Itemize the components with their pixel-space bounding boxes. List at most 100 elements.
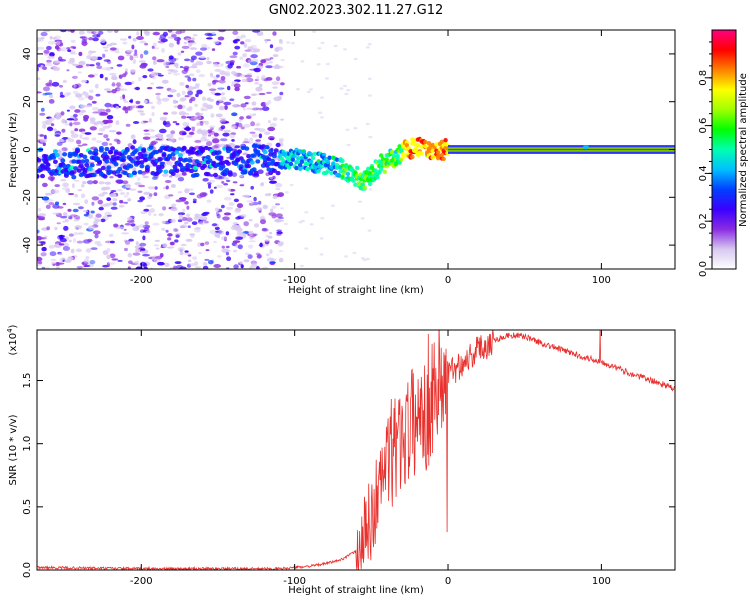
ridge-cell: [423, 139, 428, 145]
heatmap-cell: [194, 261, 199, 266]
ridge-cell: [382, 169, 387, 174]
ridge-cell: [286, 157, 292, 163]
heatmap-cell: [165, 62, 171, 66]
heatmap-cell: [175, 66, 179, 69]
heatmap-cell: [37, 64, 40, 68]
heatmap-cell: [278, 257, 284, 263]
snr-panel: -200 -100 0 100 0.0 0.5 1.0 1.5 Height of strai…: [6, 324, 676, 596]
heatmap-cell: [73, 231, 78, 236]
heatmap-cell: [142, 120, 149, 123]
heatmap-cell: [325, 62, 330, 66]
heatmap-cell: [192, 63, 197, 68]
heatmap-cell: [274, 47, 280, 52]
heatmap-cell: [360, 257, 365, 260]
heatmap-cell: [41, 196, 50, 201]
heatmap-cell: [216, 235, 221, 238]
heatmap-cell: [45, 266, 50, 269]
heatmap-cell: [232, 30, 239, 35]
heatmap-cell: [247, 59, 254, 63]
heatmap-cell: [194, 103, 198, 108]
heatmap-cell: [111, 76, 118, 81]
heatmap-cell: [135, 241, 139, 246]
heatmap-cell: [161, 227, 166, 231]
heatmap-cell: [124, 68, 128, 72]
heatmap-cell: [254, 124, 259, 127]
heatmap-cell: [60, 179, 67, 182]
heatmap-cell: [109, 176, 114, 179]
heatmap-cell: [45, 204, 51, 209]
ridge-cell: [148, 145, 154, 150]
heatmap-cell: [192, 34, 198, 37]
heatmap-cell: [224, 105, 228, 110]
colorbar-bar: [712, 30, 736, 269]
heatmap-cell: [151, 45, 155, 49]
heatmap-cell: [233, 264, 239, 269]
heatmap-cell: [269, 122, 277, 128]
heatmap-cell: [232, 224, 241, 230]
heatmap-cell: [75, 248, 82, 253]
heatmap-cell: [203, 211, 210, 215]
heatmap-cell: [198, 74, 206, 78]
heatmap-cell: [66, 109, 70, 112]
heatmap-cell: [275, 213, 283, 218]
heatmap-cell: [74, 128, 79, 132]
x-tick-label: 0: [445, 576, 451, 587]
ridge-cell: [290, 157, 295, 162]
heatmap-cell: [140, 53, 144, 59]
heatmap-cell: [37, 260, 43, 265]
heatmap-cell: [207, 97, 212, 101]
heatmap-cell: [42, 182, 48, 188]
heatmap-cell: [166, 121, 170, 125]
heatmap-cell: [102, 250, 109, 256]
heatmap-cell: [135, 248, 141, 253]
heatmap-cell: [116, 189, 123, 192]
heatmap-cell: [261, 228, 269, 232]
y-tick-label: 20: [22, 95, 33, 108]
heatmap-cell: [134, 49, 138, 55]
y-tick-label: 0.5: [22, 499, 33, 515]
heatmap-cell: [144, 42, 149, 46]
heatmap-cell: [39, 134, 44, 137]
ridge-cell: [320, 164, 325, 169]
ridge-cell: [325, 159, 330, 165]
heatmap-cell: [213, 132, 219, 137]
ridge-cell: [113, 151, 119, 156]
heatmap-cell: [254, 78, 259, 82]
ridge-cell: [321, 152, 327, 158]
heatmap-cell: [188, 131, 195, 135]
heatmap-cell: [185, 238, 193, 242]
heatmap-cell: [104, 181, 111, 185]
heatmap-cell: [78, 128, 86, 133]
heatmap-cell: [83, 265, 91, 267]
ridge-cell: [100, 165, 106, 171]
heatmap-cell: [106, 138, 110, 141]
heatmap-cell: [163, 112, 169, 115]
heatmap-cell: [240, 264, 244, 269]
heatmap-cell: [143, 129, 149, 132]
heatmap-cell: [168, 55, 174, 60]
heatmap-cell: [190, 55, 197, 61]
heatmap-cell: [187, 90, 194, 96]
heatmap-cell: [208, 260, 214, 265]
heatmap-cell: [243, 259, 250, 263]
heatmap-cell: [191, 127, 195, 132]
heatmap-cell: [127, 252, 132, 258]
ridge-cell: [124, 148, 130, 153]
heatmap-cell: [226, 206, 234, 210]
heatmap-cell: [199, 121, 204, 126]
heatmap-cell: [191, 37, 195, 41]
ridge-cell: [179, 165, 185, 170]
snr-series-line: [37, 330, 675, 570]
heatmap-cell: [72, 208, 79, 213]
heatmap-cell: [38, 207, 42, 212]
heatmap-cell: [199, 56, 206, 59]
heatmap-cell: [70, 248, 75, 254]
ridge-cell: [167, 153, 172, 159]
heatmap-cell: [108, 233, 114, 237]
heatmap-cell: [90, 210, 95, 214]
heatmap-cell: [199, 216, 208, 221]
heatmap-cell: [116, 82, 121, 87]
heatmap-cell: [123, 239, 128, 243]
ridge-cell: [76, 168, 82, 173]
heatmap-cell: [169, 241, 175, 246]
